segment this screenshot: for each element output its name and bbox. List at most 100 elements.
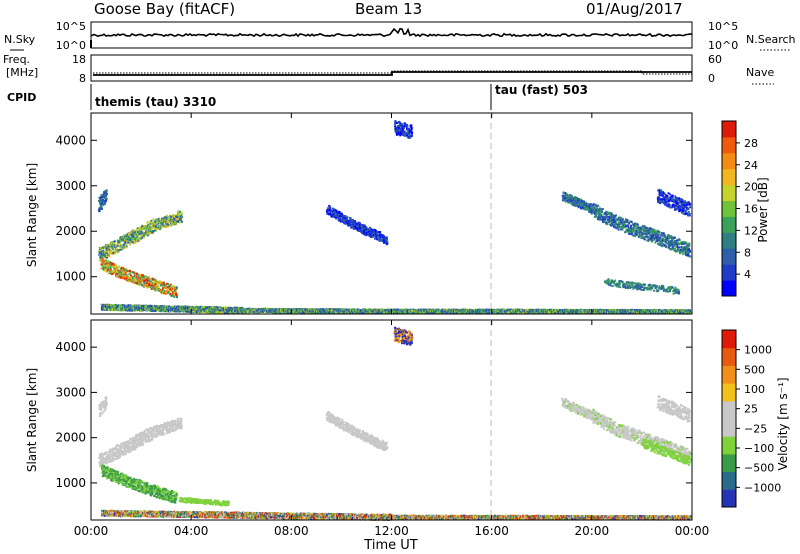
power-point [133,278,136,281]
power-point [120,240,122,243]
power-point [143,236,146,239]
power-point [124,234,127,237]
power-point [106,270,109,273]
power-point [167,223,170,226]
power-point [103,256,106,259]
power-point [164,292,167,295]
power-point [133,274,136,277]
power-point [99,202,102,205]
power-point [110,249,113,252]
power-point [116,250,119,253]
power-point [150,223,153,226]
power-point [144,232,147,235]
power-point [178,214,181,217]
power-point [100,206,103,209]
power-point [116,244,119,247]
power-point [149,230,152,233]
power-point [131,279,134,282]
power-point [154,221,157,224]
power-point [173,219,176,222]
power-point [103,195,106,197]
power-point [114,266,117,269]
power-point [175,216,178,219]
power-point [110,270,113,273]
power-point [136,272,139,275]
power-point [126,270,129,273]
power-point [152,230,155,233]
power-point [99,247,102,250]
power-point [124,240,127,243]
power-point [140,232,143,235]
power-point [106,248,109,251]
power-point [162,224,165,227]
power-point [173,217,175,220]
power-point [163,282,165,285]
power-point [125,238,128,240]
power-point [128,233,130,236]
power-point [104,263,107,266]
power-point [129,269,131,272]
power-point [111,246,114,249]
power-point [144,233,147,236]
power-point [172,215,175,218]
power-point [105,191,108,194]
power-point [130,277,133,280]
power-point [100,255,103,258]
power-point [102,198,105,201]
power-point [124,273,127,276]
power-point [116,243,119,246]
power-point [130,274,132,277]
power-point [131,239,133,242]
power-point [120,270,123,273]
power-point [102,259,105,262]
power-point [104,268,107,270]
power-point [176,218,179,221]
power-point [111,271,114,273]
power-point [105,195,108,198]
power-point [141,275,143,278]
power-point [133,237,135,240]
power-point [146,227,149,230]
cpid-label: CPID [7,91,36,104]
power-point [157,223,160,225]
power-point [105,266,108,269]
power-point [163,226,166,229]
power-point [170,215,173,218]
power-point [135,238,138,241]
power-point [151,221,154,224]
power-point [100,200,103,203]
power-point [100,194,103,197]
power-point [165,216,168,219]
power-point [129,273,132,276]
power-point [115,270,118,272]
nsearch-tick-top: 10^5 [708,20,738,33]
power-point [138,230,140,233]
power-point [141,236,144,239]
power-point [180,214,183,217]
power-point [118,240,121,243]
freq-label-line1: Freq. [3,53,30,66]
power-point [99,259,102,262]
power-point [109,267,112,270]
power-point [102,250,105,252]
power-point [125,245,128,248]
power-point [128,237,130,240]
power-point [132,277,134,280]
cpid-mode-themis: themis (tau) 3310 [95,95,216,109]
power-point [117,269,120,272]
power-point [117,249,120,252]
power-point [115,273,117,276]
power-point [119,245,122,248]
power-point [102,200,105,203]
power-point [154,229,157,232]
power-point [122,247,125,250]
power-point [138,237,141,240]
power-point [136,282,139,285]
power-point [174,220,177,223]
power-point [139,281,142,284]
power-point [161,220,164,223]
power-point [114,252,117,255]
power-point [103,269,106,272]
nave-tick-bottom: 0 [708,72,715,85]
power-point [126,275,129,278]
